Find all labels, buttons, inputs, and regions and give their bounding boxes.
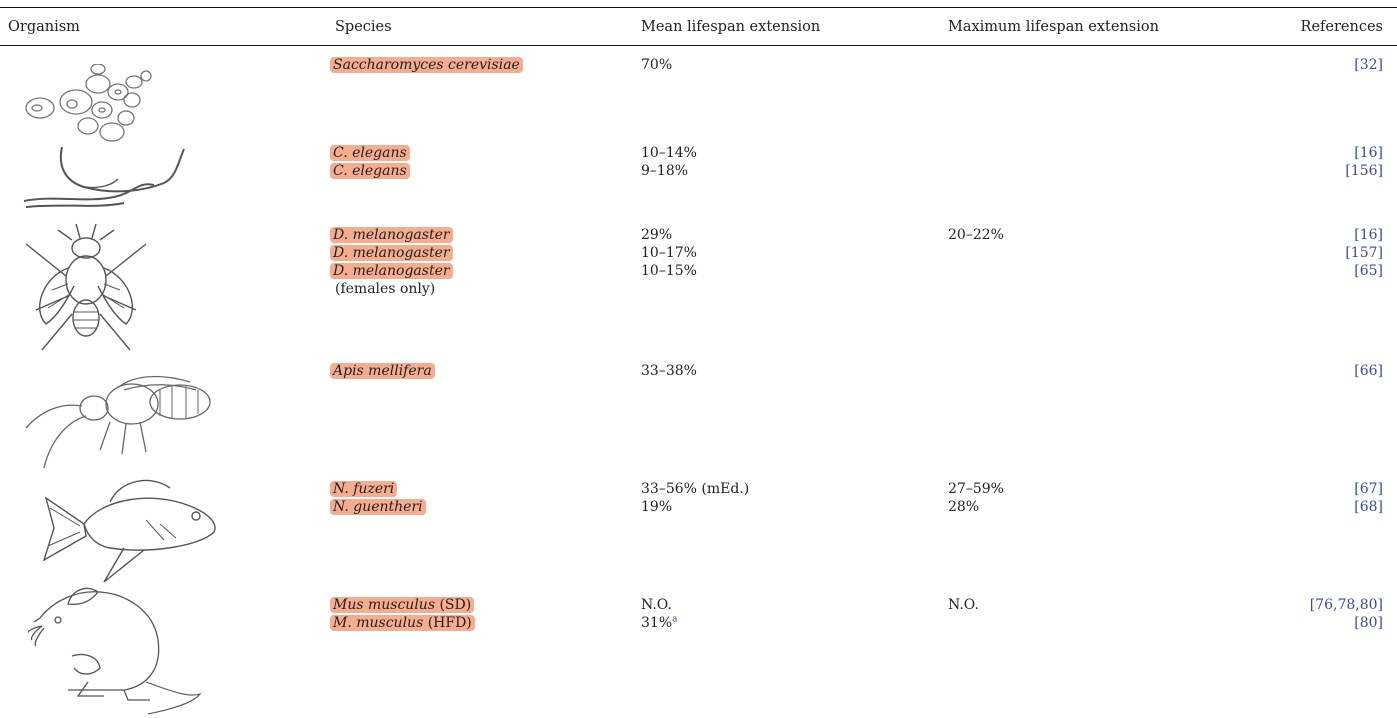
header-species: Species [335, 19, 392, 35]
fruit-fly-icon [22, 220, 152, 355]
reference-link[interactable]: [66] [1354, 363, 1383, 379]
max-value: 28% [948, 499, 980, 515]
species-note: (females only) [335, 281, 436, 297]
max-value: 27–59% [948, 481, 1004, 497]
list-item: C. elegans [330, 162, 410, 180]
list-item: C. elegans [330, 144, 410, 162]
reference-link[interactable]: [80] [1354, 615, 1383, 631]
header-references: References [1300, 19, 1383, 35]
list-item: D. melanogaster [330, 244, 453, 262]
list-item: Apis mellifera [330, 362, 435, 380]
mean-value: 29% [641, 227, 673, 243]
max-value: 20–22% [948, 227, 1004, 243]
list-item: N. guentheri [330, 498, 426, 516]
list-item: Mus musculus (SD) [330, 596, 475, 614]
yeast-cells-icon [22, 64, 162, 144]
max-value: N.O. [948, 597, 979, 613]
header-max-lifespan: Maximum lifespan extension [948, 19, 1159, 35]
mean-value: 19% [641, 499, 673, 515]
mean-value: 31%a [641, 614, 678, 631]
reference-link[interactable]: [65] [1354, 263, 1383, 279]
header-organism: Organism [8, 19, 80, 35]
mean-value: 9–18% [641, 163, 689, 179]
mean-value: 10–17% [641, 245, 697, 261]
mean-value: 33–56% (mEd.) [641, 481, 750, 497]
mean-value: N.O. [641, 597, 672, 613]
mouse-icon [28, 582, 208, 718]
mean-value: 10–15% [641, 263, 697, 279]
list-item: D. melanogaster [330, 262, 453, 280]
reference-link[interactable]: [156] [1345, 163, 1383, 179]
list-item: N. fuzeri [330, 480, 398, 498]
honeybee-icon [20, 372, 220, 472]
reference-link[interactable]: [32] [1354, 57, 1383, 73]
mean-value: 33–38% [641, 363, 697, 379]
reference-link[interactable]: [16] [1354, 227, 1383, 243]
reference-link[interactable]: [76,78,80] [1309, 597, 1383, 613]
reference-link[interactable]: [16] [1354, 145, 1383, 161]
reference-link[interactable]: [67] [1354, 481, 1383, 497]
list-item: M. musculus (HFD) [330, 614, 475, 632]
fish-icon [40, 474, 220, 586]
worm-icon [14, 145, 194, 211]
list-item: D. melanogaster [330, 226, 453, 244]
table-header-rule [0, 45, 1397, 46]
mean-value: 70% [641, 57, 673, 73]
mean-value: 10–14% [641, 145, 697, 161]
reference-link[interactable]: [68] [1354, 499, 1383, 515]
footnote-marker[interactable]: a [672, 614, 678, 625]
header-mean-lifespan: Mean lifespan extension [641, 19, 821, 35]
list-item: Saccharomyces cerevisiae [330, 56, 523, 74]
table-top-rule [0, 7, 1397, 8]
reference-link[interactable]: [157] [1345, 245, 1383, 261]
